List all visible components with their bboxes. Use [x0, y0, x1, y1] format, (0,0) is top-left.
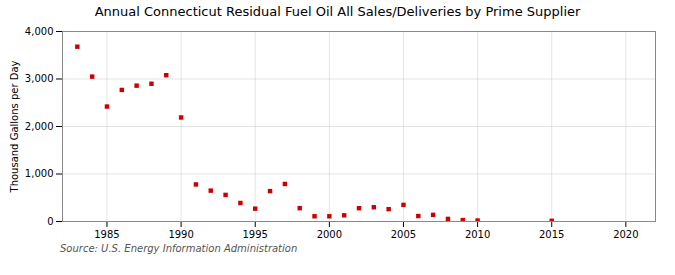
- svg-text:1,000: 1,000: [25, 168, 54, 179]
- html-text:Source: U.S. Energy Informatio: Source: U.S. Energy Information Administ…: [60, 243, 298, 254]
- svg-text:2020: 2020: [613, 229, 638, 240]
- svg-text:Thousand Gallons per Day: Thousand Gallons per Day: [9, 60, 20, 193]
- svg-text:2005: 2005: [391, 229, 416, 240]
- svg-text:0: 0: [47, 216, 53, 227]
- svg-text:2,000: 2,000: [25, 121, 54, 132]
- html-text:Annual Connecticut Residual Fu: Annual Connecticut Residual Fuel Oil All…: [94, 4, 581, 19]
- svg-text:2010: 2010: [465, 229, 490, 240]
- svg-text:1990: 1990: [168, 229, 193, 240]
- svg-text:3,000: 3,000: [25, 73, 54, 84]
- svg-text:4,000: 4,000: [25, 26, 54, 37]
- svg-text:1985: 1985: [94, 229, 119, 240]
- svg-text:2015: 2015: [539, 229, 564, 240]
- svg-text:1995: 1995: [242, 229, 267, 240]
- svg-text:2000: 2000: [317, 229, 342, 240]
